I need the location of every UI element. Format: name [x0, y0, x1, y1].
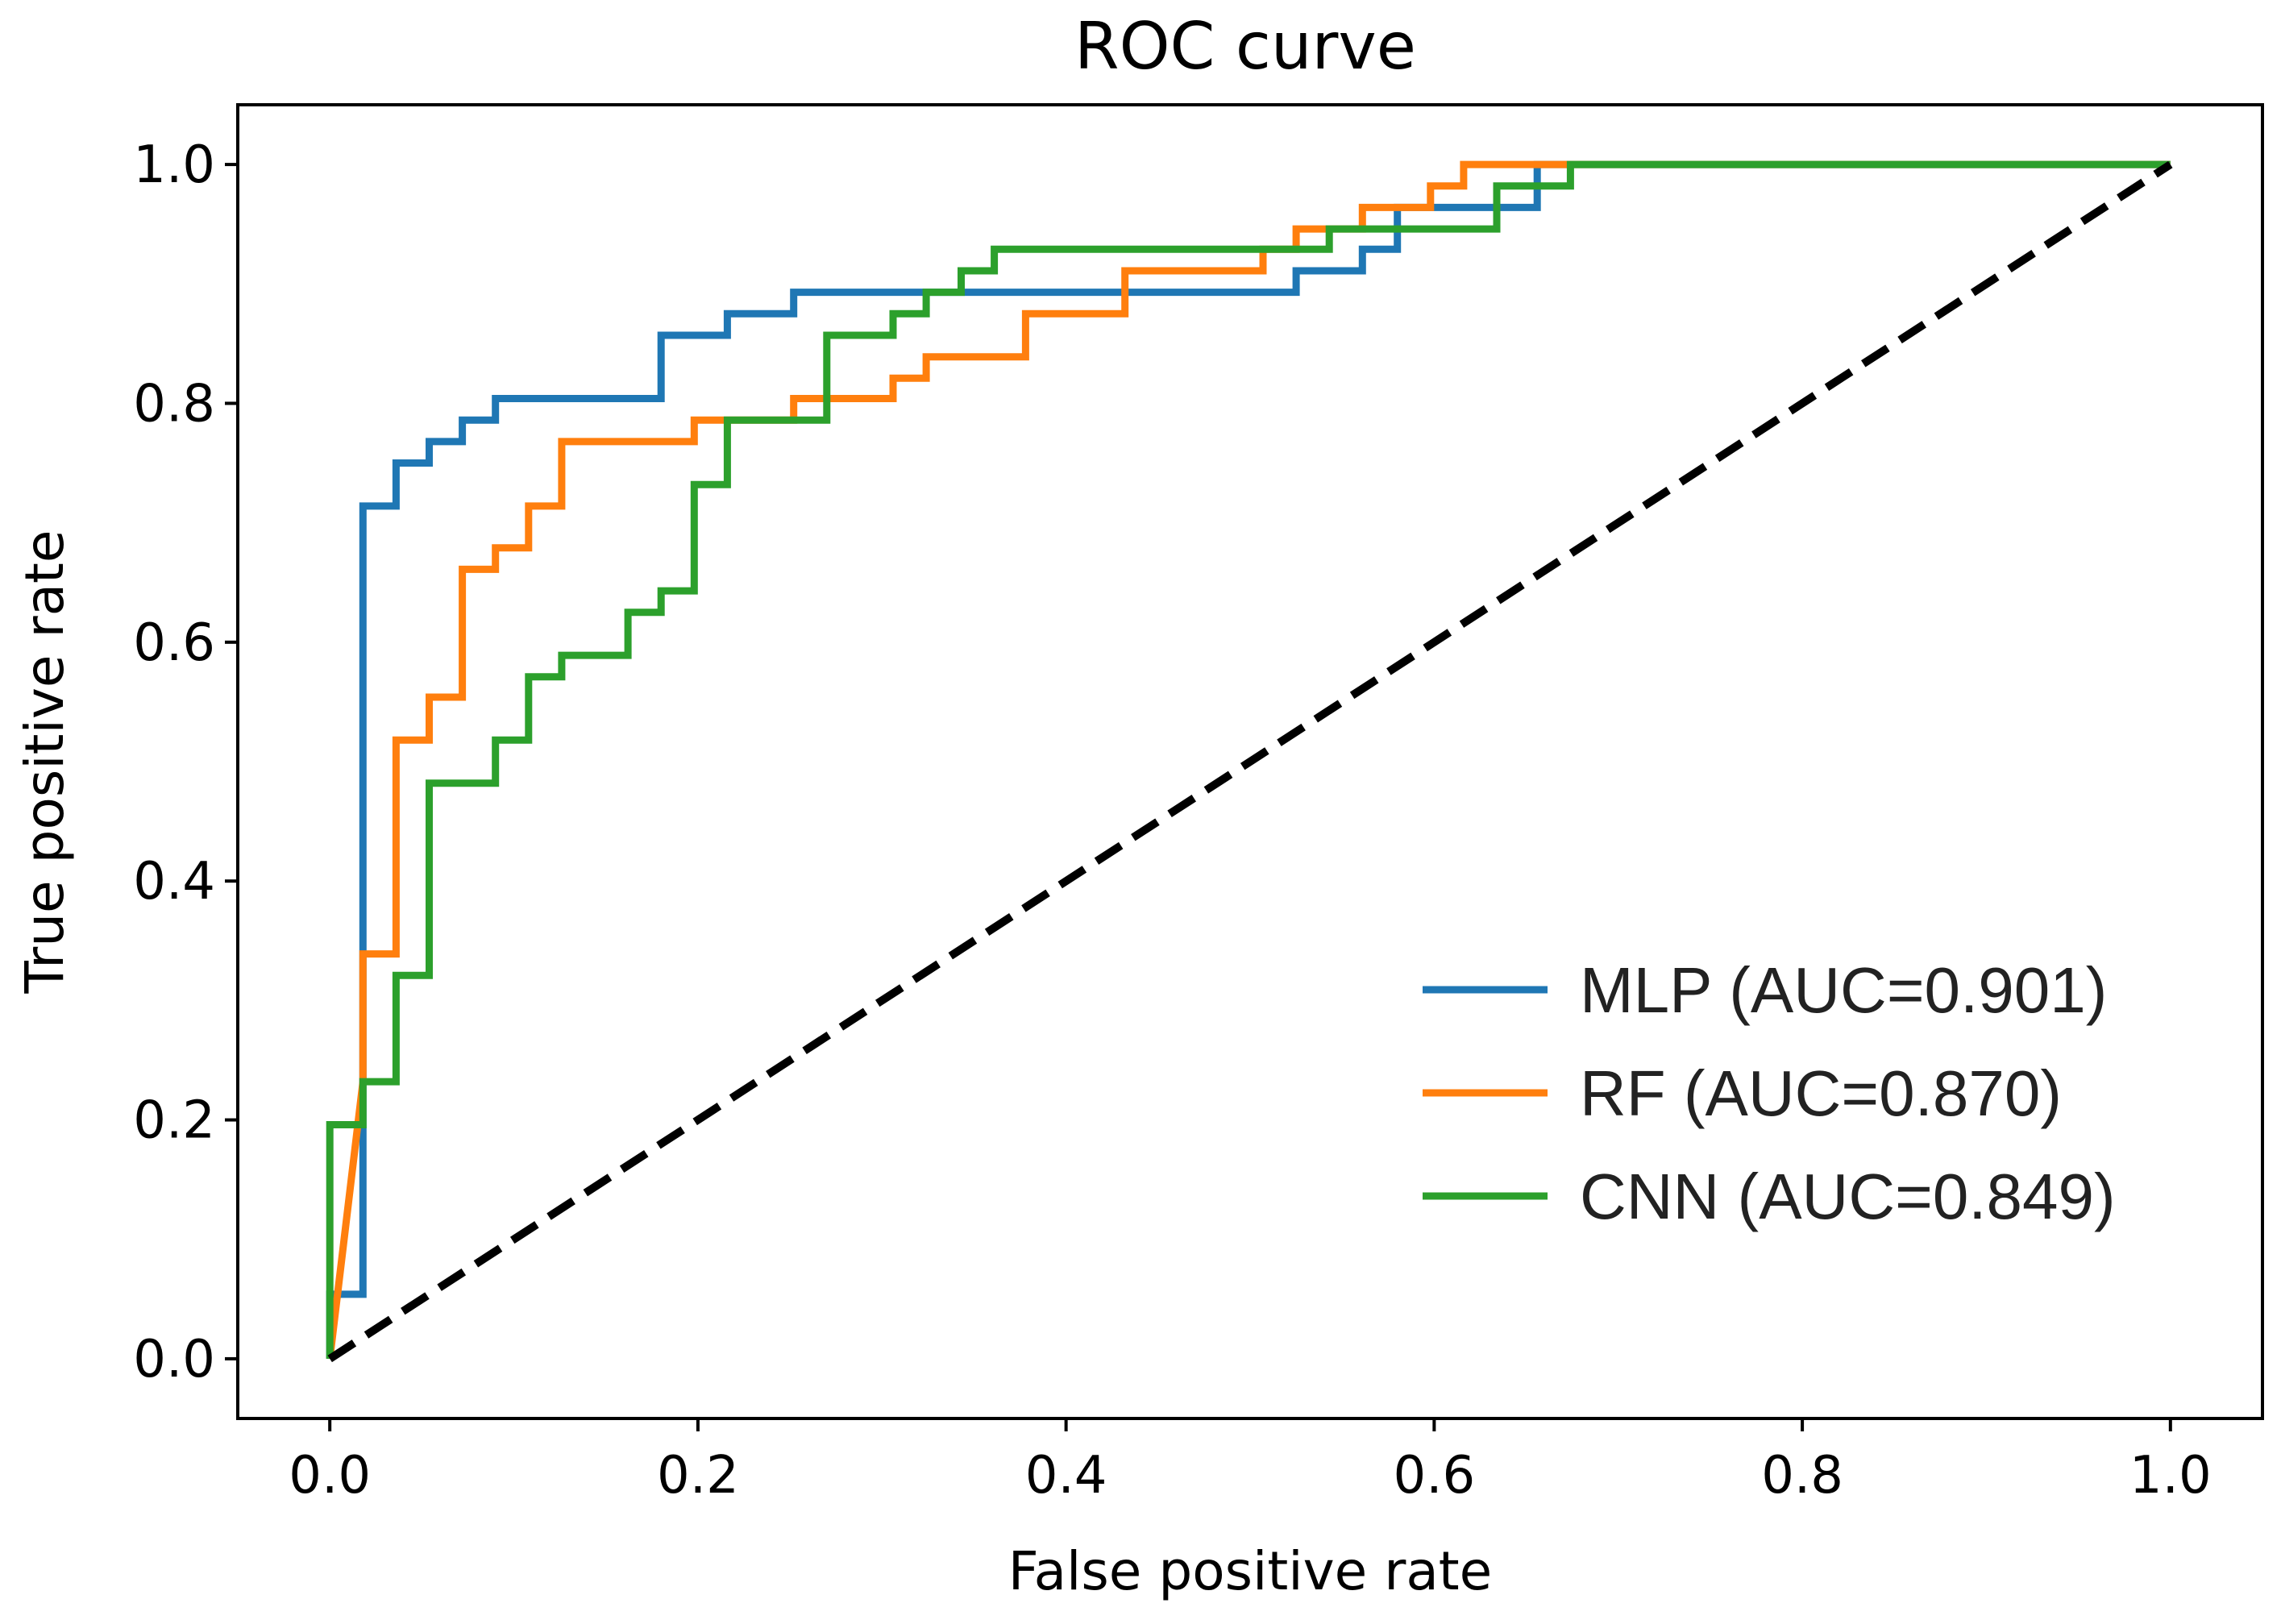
chart-title: ROC curve [1074, 9, 1416, 84]
legend-label-rf: RF (AUC=0.870) [1580, 1057, 2062, 1129]
plot-lines [326, 160, 2173, 1363]
y-tick-label: 0.4 [133, 852, 215, 912]
x-tick-label: 0.6 [1393, 1446, 1475, 1506]
y-axis-label: True positive rate [14, 530, 76, 994]
y-tick-label: 0.8 [133, 374, 215, 434]
x-tick-label: 0.8 [1761, 1446, 1843, 1506]
y-tick-label: 0.0 [133, 1330, 215, 1389]
x-tick-label: 0.0 [289, 1446, 371, 1506]
legend-label-cnn: CNN (AUC=0.849) [1580, 1161, 2116, 1232]
x-tick-label: 0.4 [1025, 1446, 1107, 1506]
series-line-rf [326, 160, 2171, 1360]
legend: MLP (AUC=0.901) RF (AUC=0.870) CNN (AUC=0.… [1423, 954, 2116, 1232]
x-tick-label: 0.2 [657, 1446, 739, 1506]
legend-label-mlp: MLP (AUC=0.901) [1580, 954, 2107, 1026]
series-line-cnn [326, 160, 2171, 1359]
y-tick-label: 1.0 [133, 135, 215, 195]
y-tick-label: 0.2 [133, 1091, 215, 1151]
y-axis-ticks: 0.0 0.2 0.4 0.6 0.8 1.0 [133, 135, 238, 1389]
series-line-mlp [326, 160, 2171, 1359]
x-axis-ticks: 0.0 0.2 0.4 0.6 0.8 1.0 [289, 1418, 2212, 1506]
plot-frame [236, 103, 2264, 1420]
x-tick-label: 1.0 [2129, 1446, 2212, 1506]
chance-line [327, 160, 2173, 1363]
y-tick-label: 0.6 [133, 613, 215, 673]
x-axis-label: False positive rate [1008, 1540, 1493, 1602]
